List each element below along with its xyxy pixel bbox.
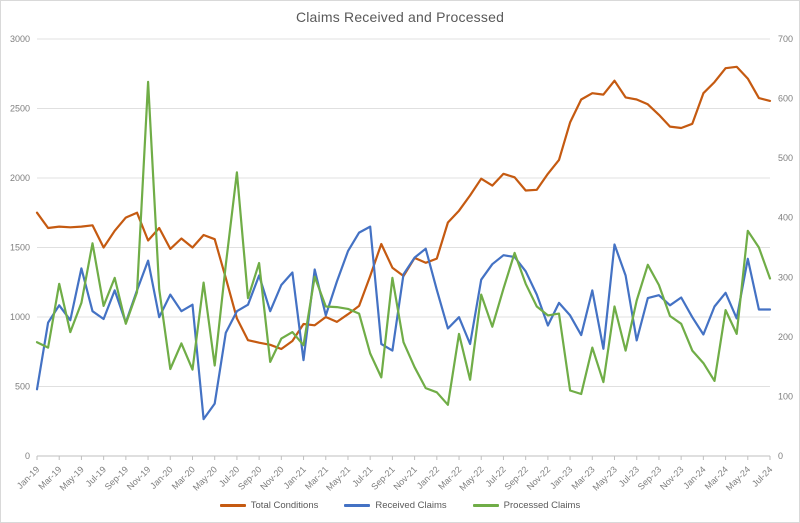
- svg-text:300: 300: [778, 272, 793, 282]
- svg-text:Nov-20: Nov-20: [258, 464, 286, 492]
- svg-text:May-20: May-20: [191, 464, 219, 492]
- svg-text:May-22: May-22: [457, 464, 485, 492]
- svg-text:1500: 1500: [10, 243, 30, 253]
- svg-text:Sep-19: Sep-19: [103, 464, 131, 492]
- svg-text:2500: 2500: [10, 104, 30, 114]
- svg-text:200: 200: [778, 332, 793, 342]
- svg-text:Sep-23: Sep-23: [636, 464, 664, 492]
- svg-text:500: 500: [778, 153, 793, 163]
- chart-title: Claims Received and Processed: [295, 9, 505, 25]
- processed-claims-line-swatch: [472, 504, 499, 507]
- legend-label: Processed Claims: [503, 500, 581, 511]
- svg-text:100: 100: [778, 391, 793, 401]
- svg-text:May-19: May-19: [58, 464, 86, 492]
- svg-text:3000: 3000: [10, 34, 30, 44]
- legend-item-processed-claims: Processed Claims: [472, 500, 581, 511]
- svg-text:Sep-22: Sep-22: [502, 464, 530, 492]
- svg-text:0: 0: [25, 451, 30, 461]
- legend-label: Total Conditions: [250, 500, 319, 511]
- svg-text:Jul-24: Jul-24: [750, 464, 774, 488]
- svg-text:500: 500: [15, 382, 30, 392]
- svg-text:2000: 2000: [10, 173, 30, 183]
- svg-text:Nov-22: Nov-22: [525, 464, 553, 492]
- svg-text:Nov-21: Nov-21: [391, 464, 419, 492]
- svg-text:0: 0: [778, 451, 783, 461]
- svg-text:Nov-23: Nov-23: [658, 464, 686, 492]
- svg-text:May-21: May-21: [324, 464, 352, 492]
- svg-text:Sep-21: Sep-21: [369, 464, 397, 492]
- svg-text:600: 600: [778, 94, 793, 104]
- svg-text:Nov-19: Nov-19: [125, 464, 153, 492]
- svg-text:May-24: May-24: [724, 464, 752, 492]
- legend-item-received-claims: Received Claims: [344, 500, 447, 511]
- svg-text:400: 400: [778, 213, 793, 223]
- svg-text:1000: 1000: [10, 312, 30, 322]
- legend-label: Received Claims: [375, 500, 447, 511]
- svg-text:Sep-20: Sep-20: [236, 464, 264, 492]
- svg-text:700: 700: [778, 34, 793, 44]
- svg-text:May-23: May-23: [591, 464, 619, 492]
- received-claims-line-swatch: [344, 504, 371, 507]
- total-conditions-line-swatch: [219, 504, 246, 507]
- chart-legend: Total Conditions Received Claims Process…: [1, 500, 799, 511]
- legend-item-total-conditions: Total Conditions: [219, 500, 319, 511]
